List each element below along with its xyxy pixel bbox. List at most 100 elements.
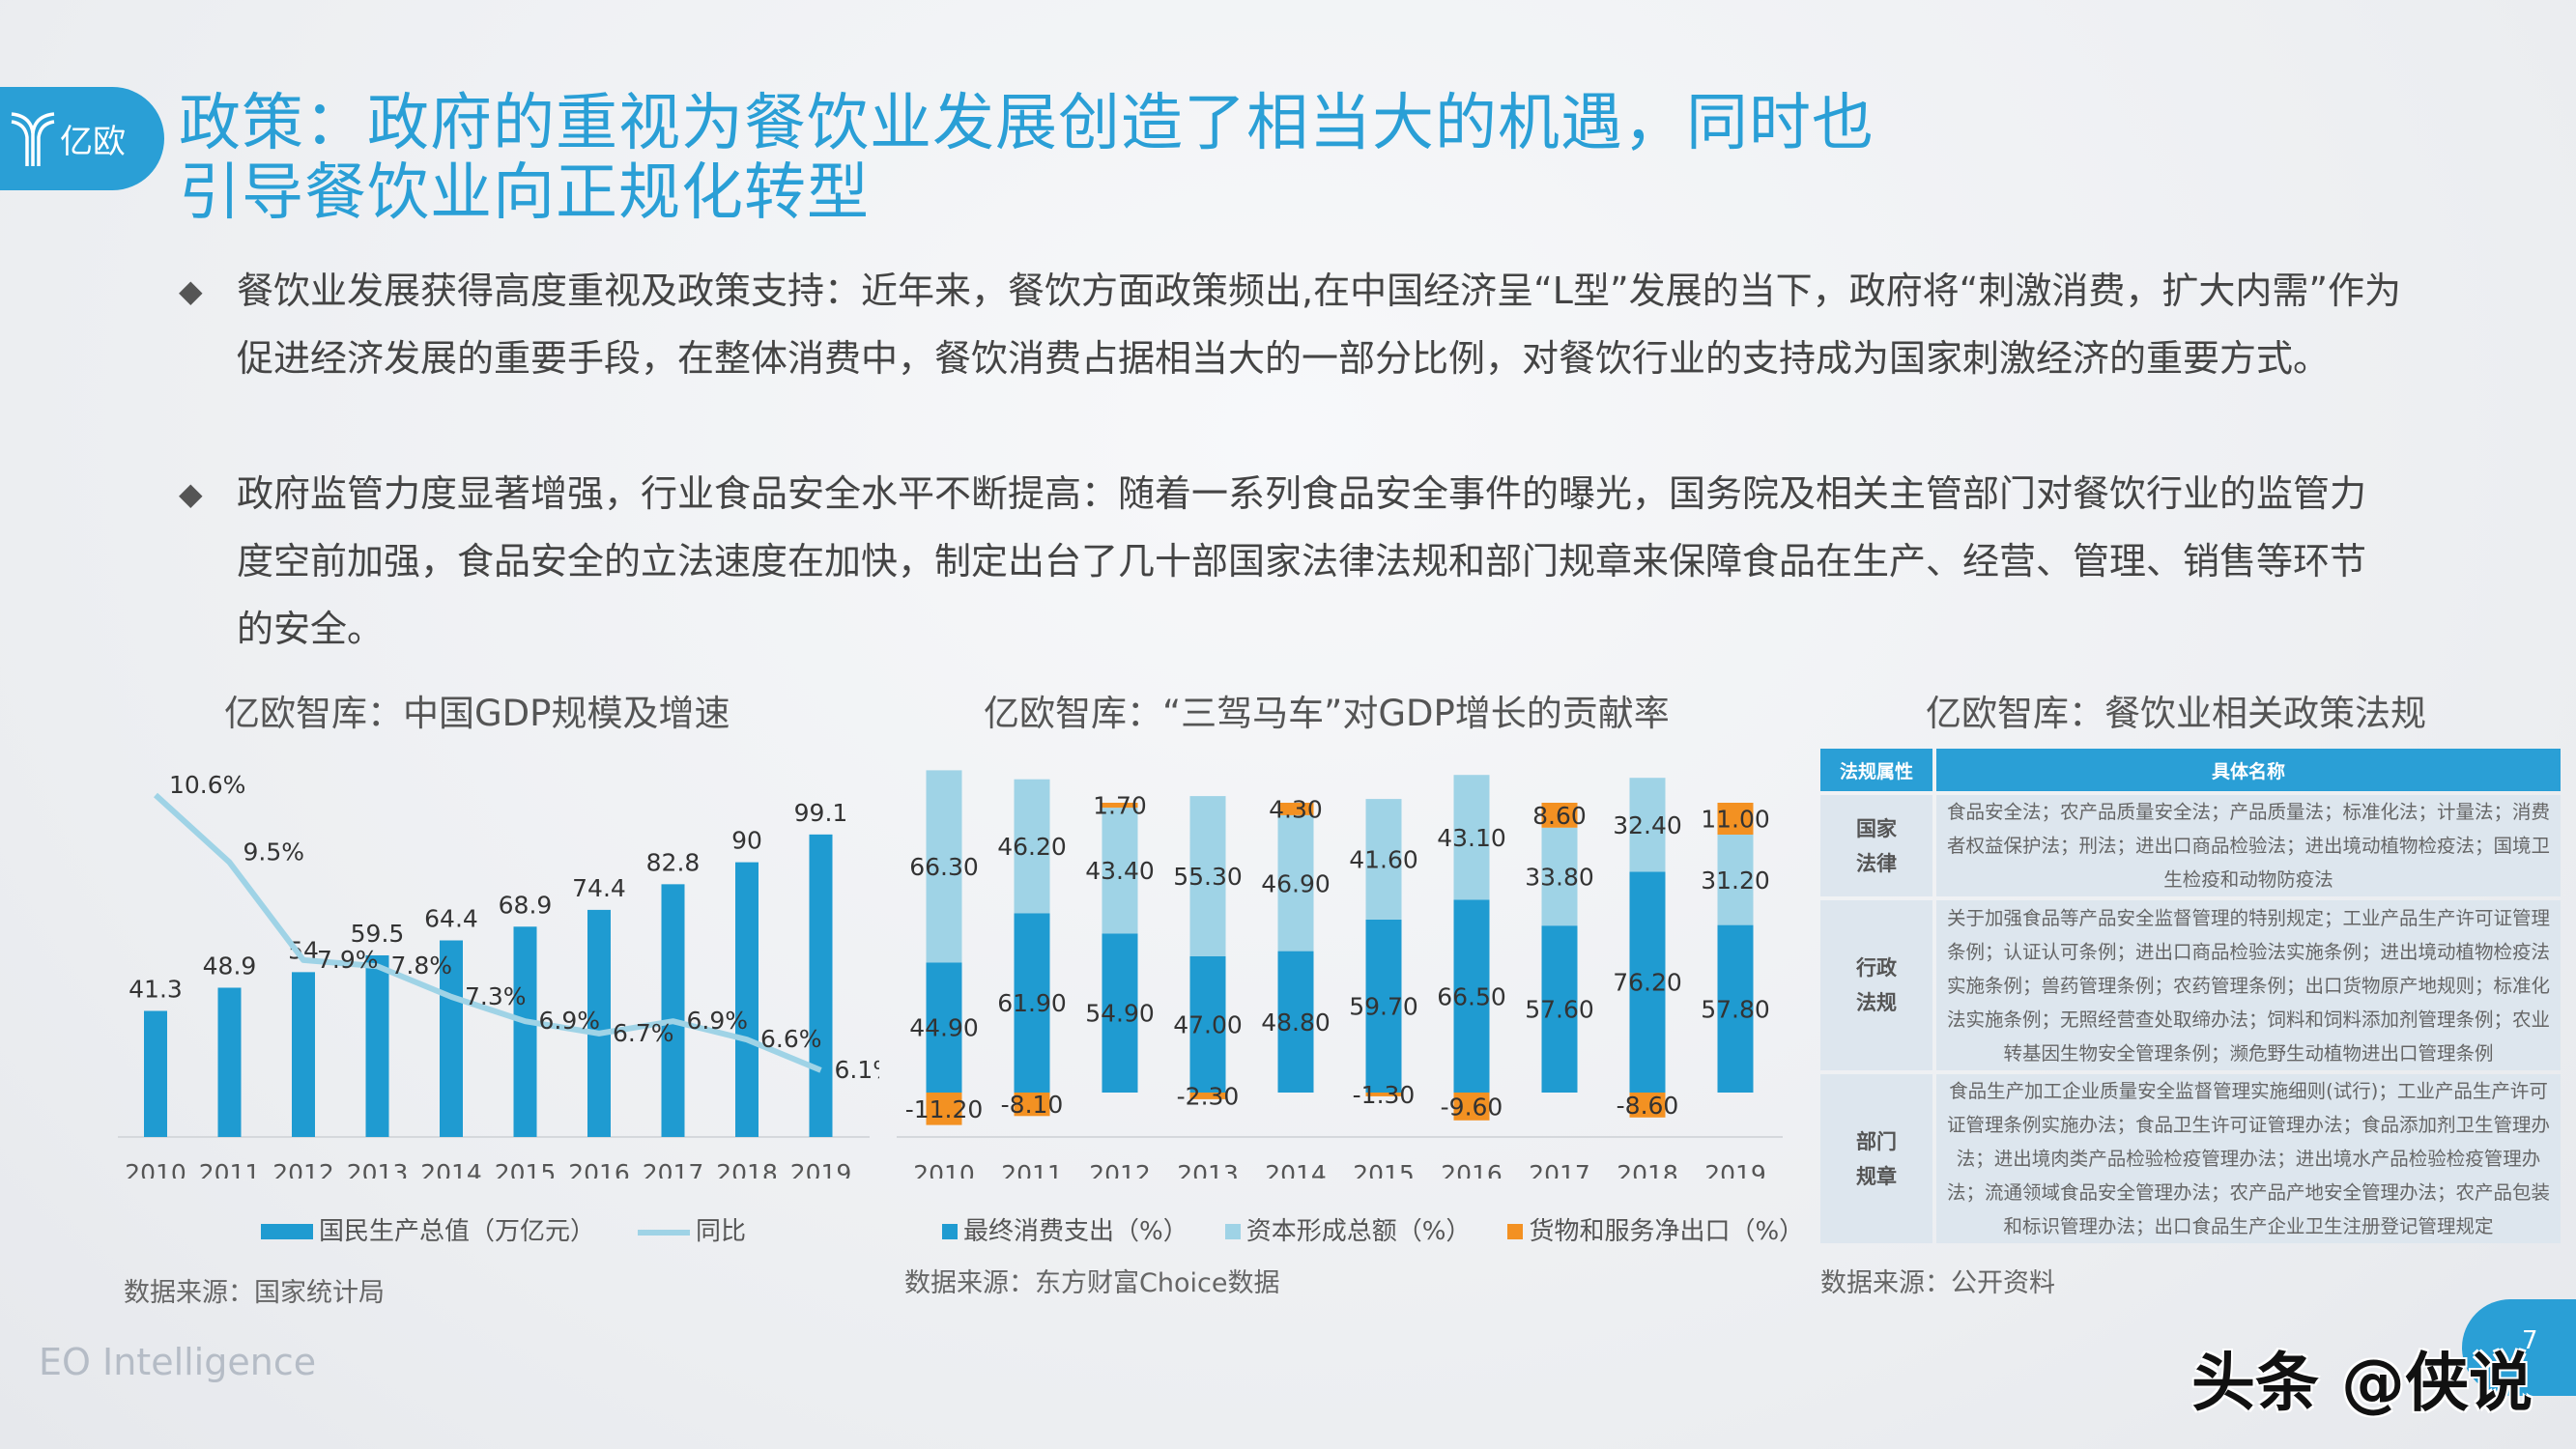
brand-logo: 亿欧	[0, 87, 164, 190]
segment-label: 61.90	[997, 989, 1067, 1017]
page-title: 政策：政府的重视为餐饮业发展创造了相当大的机遇，同时也 引导餐饮业向正规化转型	[179, 89, 1875, 228]
table-row: 国家 法律 食品安全法；农产品质量安全法；产品质量法；标准化法；计量法；消费者权益…	[1820, 795, 2561, 896]
growth-label: 7.9%	[317, 946, 379, 974]
gdp-bar	[292, 972, 315, 1137]
growth-label: 6.6%	[760, 1025, 822, 1053]
segment-label: 44.90	[909, 1014, 979, 1042]
growth-label: 6.1%	[835, 1056, 880, 1084]
growth-label: 7.3%	[465, 982, 527, 1010]
gdp-bar	[735, 862, 758, 1137]
segment-label: 59.70	[1349, 992, 1418, 1020]
gdp-bar-label: 99.1	[794, 799, 848, 827]
legend-item: 资本形成总额（%）	[1224, 1211, 1471, 1247]
contribution-chart-legend: 最终消费支出（%） 资本形成总额（%） 货物和服务净出口（%）	[942, 1211, 1804, 1247]
segment-label: -11.20	[905, 1095, 984, 1123]
x-tick-label: 2013	[347, 1159, 409, 1179]
diamond-icon: ◆	[179, 272, 203, 309]
contribution-bar-segment	[1717, 835, 1754, 925]
gdp-bar	[440, 940, 463, 1137]
segment-label: 43.10	[1437, 824, 1506, 852]
contribution-chart: 44.90 66.30 -11.20 2010 61.90 46.20 -8.10 2011 5…	[897, 770, 1783, 1179]
growth-line	[153, 792, 822, 1073]
contribution-bar-segment	[1629, 778, 1666, 872]
contribution-bar-segment	[1629, 1093, 1666, 1118]
contribution-bar-segment	[1541, 925, 1578, 1093]
segment-label: 76.20	[1613, 969, 1682, 997]
row-content: 关于加强食品等产品安全监督管理的特别规定；工业产品生产许可证管理条例；认证认可条…	[1936, 900, 2561, 1070]
gdp-bar	[661, 884, 685, 1137]
segment-label: 43.40	[1085, 857, 1155, 885]
segment-label: 4.30	[1269, 795, 1323, 823]
contribution-bar-segment	[1717, 803, 1754, 835]
contribution-bar-segment	[1014, 913, 1050, 1093]
segment-label: -2.30	[1177, 1082, 1240, 1110]
segment-label: 55.30	[1173, 863, 1243, 891]
row-category: 行政 法规	[1820, 900, 1932, 1070]
gdp-bar	[809, 834, 833, 1137]
segment-label: 11.00	[1701, 806, 1770, 834]
segment-label: 41.60	[1349, 846, 1418, 874]
x-tick-label: 2011	[1001, 1160, 1063, 1179]
legend-item: 国民生产总值（万亿元）	[261, 1211, 595, 1247]
gdp-bar	[217, 987, 242, 1137]
legend-swatch	[1507, 1224, 1524, 1239]
title-line-2: 引导餐饮业向正规化转型	[179, 157, 870, 229]
gdp-bar	[365, 954, 389, 1137]
policy-table-title: 亿欧智库：餐饮业相关政策法规	[1926, 693, 2426, 734]
x-tick-label: 2018	[716, 1159, 778, 1179]
gdp-bar-label: 48.9	[203, 952, 257, 980]
segment-label: 31.20	[1701, 867, 1770, 895]
segment-label: 66.30	[909, 853, 979, 881]
segment-label: 46.20	[997, 833, 1067, 861]
x-tick-label: 2014	[1265, 1160, 1327, 1179]
contribution-bar-segment	[1365, 919, 1402, 1093]
contribution-bar-segment	[1102, 933, 1138, 1093]
x-tick-label: 2018	[1617, 1160, 1678, 1179]
policy-source: 数据来源：公开资料	[1820, 1268, 2055, 1298]
contribution-bar-segment	[1717, 924, 1754, 1093]
contribution-bar-segment	[1277, 814, 1314, 952]
table-row: 行政 法规 关于加强食品等产品安全监督管理的特别规定；工业产品生产许可证管理条例；…	[1820, 900, 2561, 1070]
x-tick-label: 2016	[1441, 1160, 1503, 1179]
segment-label: 47.00	[1173, 1011, 1243, 1039]
contribution-bar-segment	[1014, 1093, 1050, 1117]
x-tick-label: 2017	[1529, 1160, 1590, 1179]
gdp-bar-label: 59.5	[351, 920, 405, 948]
gdp-bar	[144, 1010, 167, 1137]
contribution-bar-segment	[1189, 1093, 1226, 1099]
legend-item: 货物和服务净出口（%）	[1507, 1211, 1804, 1247]
x-tick-label: 2012	[272, 1159, 334, 1179]
contribution-bar-segment	[926, 1093, 962, 1125]
logo-text: 亿欧	[60, 123, 126, 161]
legend-label: 同比	[696, 1217, 747, 1246]
segment-label: 32.40	[1613, 811, 1682, 839]
legend-bar-swatch	[261, 1224, 313, 1239]
watermark: 头条 @侠说	[2191, 1346, 2533, 1420]
column-header: 法规属性	[1820, 749, 1932, 791]
segment-label: -1.30	[1353, 1081, 1416, 1109]
gdp-bar-label: 74.4	[572, 874, 626, 902]
segment-label: 48.80	[1261, 1009, 1331, 1037]
logo-y-icon	[11, 111, 55, 166]
segment-label: -9.60	[1441, 1093, 1503, 1121]
segment-label: 1.70	[1093, 792, 1147, 820]
growth-label: 6.9%	[539, 1007, 601, 1035]
x-tick-label: 2011	[199, 1159, 261, 1179]
contribution-bar-segment	[1453, 775, 1490, 900]
contribution-bar-segment	[1453, 1093, 1490, 1121]
contribution-bar-segment	[926, 962, 962, 1093]
x-tick-label: 2015	[1353, 1160, 1415, 1179]
contribution-bar-segment	[1365, 1093, 1402, 1096]
contribution-bar-segment	[1629, 871, 1666, 1093]
segment-label: -8.10	[1001, 1091, 1064, 1119]
legend-item: 最终消费支出（%）	[942, 1211, 1188, 1247]
gdp-chart: 41.3201048.9201154201259.5201364.4201468…	[118, 771, 880, 1179]
growth-label: 9.5%	[243, 838, 305, 867]
legend-label: 国民生产总值（万亿元）	[319, 1217, 596, 1246]
bullet-item: ◆ 政府监管力度显著增强，行业食品安全水平不断提高：随着一系列食品安全事件的曝光，…	[179, 460, 2401, 663]
segment-label: -8.60	[1617, 1092, 1679, 1120]
gdp-bar-label: 82.8	[646, 848, 701, 876]
contribution-bar-segment	[1277, 803, 1314, 815]
segment-label: 57.60	[1525, 996, 1594, 1024]
growth-label: 6.7%	[613, 1019, 674, 1047]
